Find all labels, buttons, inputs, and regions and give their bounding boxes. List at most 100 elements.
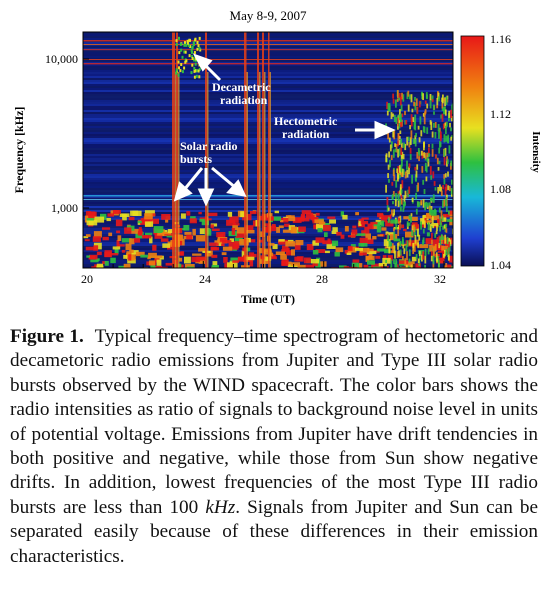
solar-burst [268,32,270,268]
intensity-patch [332,240,339,247]
hectometric-patch [400,194,403,200]
hectometric-patch [450,109,452,118]
x-axis: 20 24 28 32 Time (UT) [81,261,446,306]
intensity-patch [118,244,125,247]
hectometric-patch [441,107,444,111]
y-tick-label: 10,000 [45,52,78,66]
intensity-patch [144,221,154,227]
hectometric-patch [433,111,435,115]
intensity-patch [116,230,121,234]
hectometric-patch [402,256,404,260]
hectometric-patch [397,172,399,182]
hectometric-patch [406,221,409,227]
hectometric-patch [390,155,393,161]
intensity-patch [195,261,204,264]
hectometric-patch [388,151,390,158]
hectometric-patch [412,225,414,231]
intensity-patch [346,252,352,255]
hectometric-patch [391,141,393,149]
intensity-patch [355,233,366,236]
intensity-patch [382,255,387,260]
hectometric-patch [392,149,395,158]
intensity-patch [234,237,243,244]
solar-burst-edge [178,72,180,268]
intensity-patch [443,213,450,218]
hectometric-patch [393,245,396,254]
intensity-patch [352,259,360,263]
hectometric-patch [437,92,440,99]
hectometric-patch [442,123,445,130]
intensity-patch [148,252,157,258]
intensity-patch [221,252,227,256]
hectometric-patch [402,169,405,175]
hectometric-patch [428,147,430,154]
decametric-patch [183,66,186,70]
intensity-patch [348,266,358,268]
intensity-patch [179,264,184,268]
hectometric-patch [417,182,419,192]
intensity-patch [235,223,240,226]
solar-burst [262,32,264,268]
intensity-patch [348,245,353,251]
figure-title: May 8-9, 2007 [230,8,307,23]
intensity-patch [211,265,219,268]
hectometric-patch [435,230,438,235]
hectometric-patch [403,195,406,203]
hectometric-patch [405,245,408,251]
x-tick-label: 24 [199,272,211,286]
hectometric-patch [397,149,399,158]
intensity-patch [85,246,95,251]
hectometric-patch [399,109,401,118]
intensity-patch [232,260,239,263]
hectometric-patch [410,114,413,122]
hectometric-patch [445,198,447,206]
intensity-patch [227,262,234,268]
hectometric-patch [392,131,395,138]
intensity-patch [178,257,183,262]
intensity-patch [285,250,293,256]
hectometric-patch [406,251,408,261]
hectometric-patch [407,104,410,112]
hectometric-patch [411,108,414,113]
intensity-patch [344,226,349,232]
intensity-patch [162,232,172,235]
hectometric-patch [399,130,402,134]
intensity-patch [107,213,114,217]
intensity-patch [340,211,344,217]
hectometric-patch [408,166,410,175]
intensity-patch [145,232,153,236]
hectometric-patch [385,259,387,263]
intensity-patch [108,232,113,237]
intensity-patch [186,211,191,216]
spectrogram-figure: May 8-9, 2007 Decametric radiation Hecto… [12,8,542,306]
hectometric-patch [386,101,388,110]
hectometric-patch [408,163,411,168]
hectometric-patch [408,214,411,219]
hectometric-patch [400,164,403,172]
hectometric-patch [448,145,451,154]
hectometric-patch [387,131,389,140]
decametric-patch [196,69,199,73]
hectometric-patch [405,265,408,268]
decametric-patch [178,66,180,70]
intensity-patch [183,225,190,231]
hectometric-patch [429,99,432,109]
hectometric-patch [440,114,443,119]
intensity-patch [148,260,156,266]
hectometric-patch [399,184,402,193]
intensity-patch [290,262,300,266]
hectometric-patch [451,179,453,185]
hectometric-patch [412,117,415,122]
hectometric-patch [445,249,448,256]
hectometric-patch [397,123,399,130]
hectometric-patch [443,174,446,179]
hectometric-patch [449,123,451,128]
hectometric-patch [397,199,400,208]
hectometric-patch [386,110,389,116]
hectometric-patch [436,224,438,231]
intensity-patch [312,250,319,255]
intensity-patch [380,220,385,227]
decametric-patch [198,46,201,50]
hectometric-patch [448,185,451,192]
intensity-patch [355,212,359,216]
